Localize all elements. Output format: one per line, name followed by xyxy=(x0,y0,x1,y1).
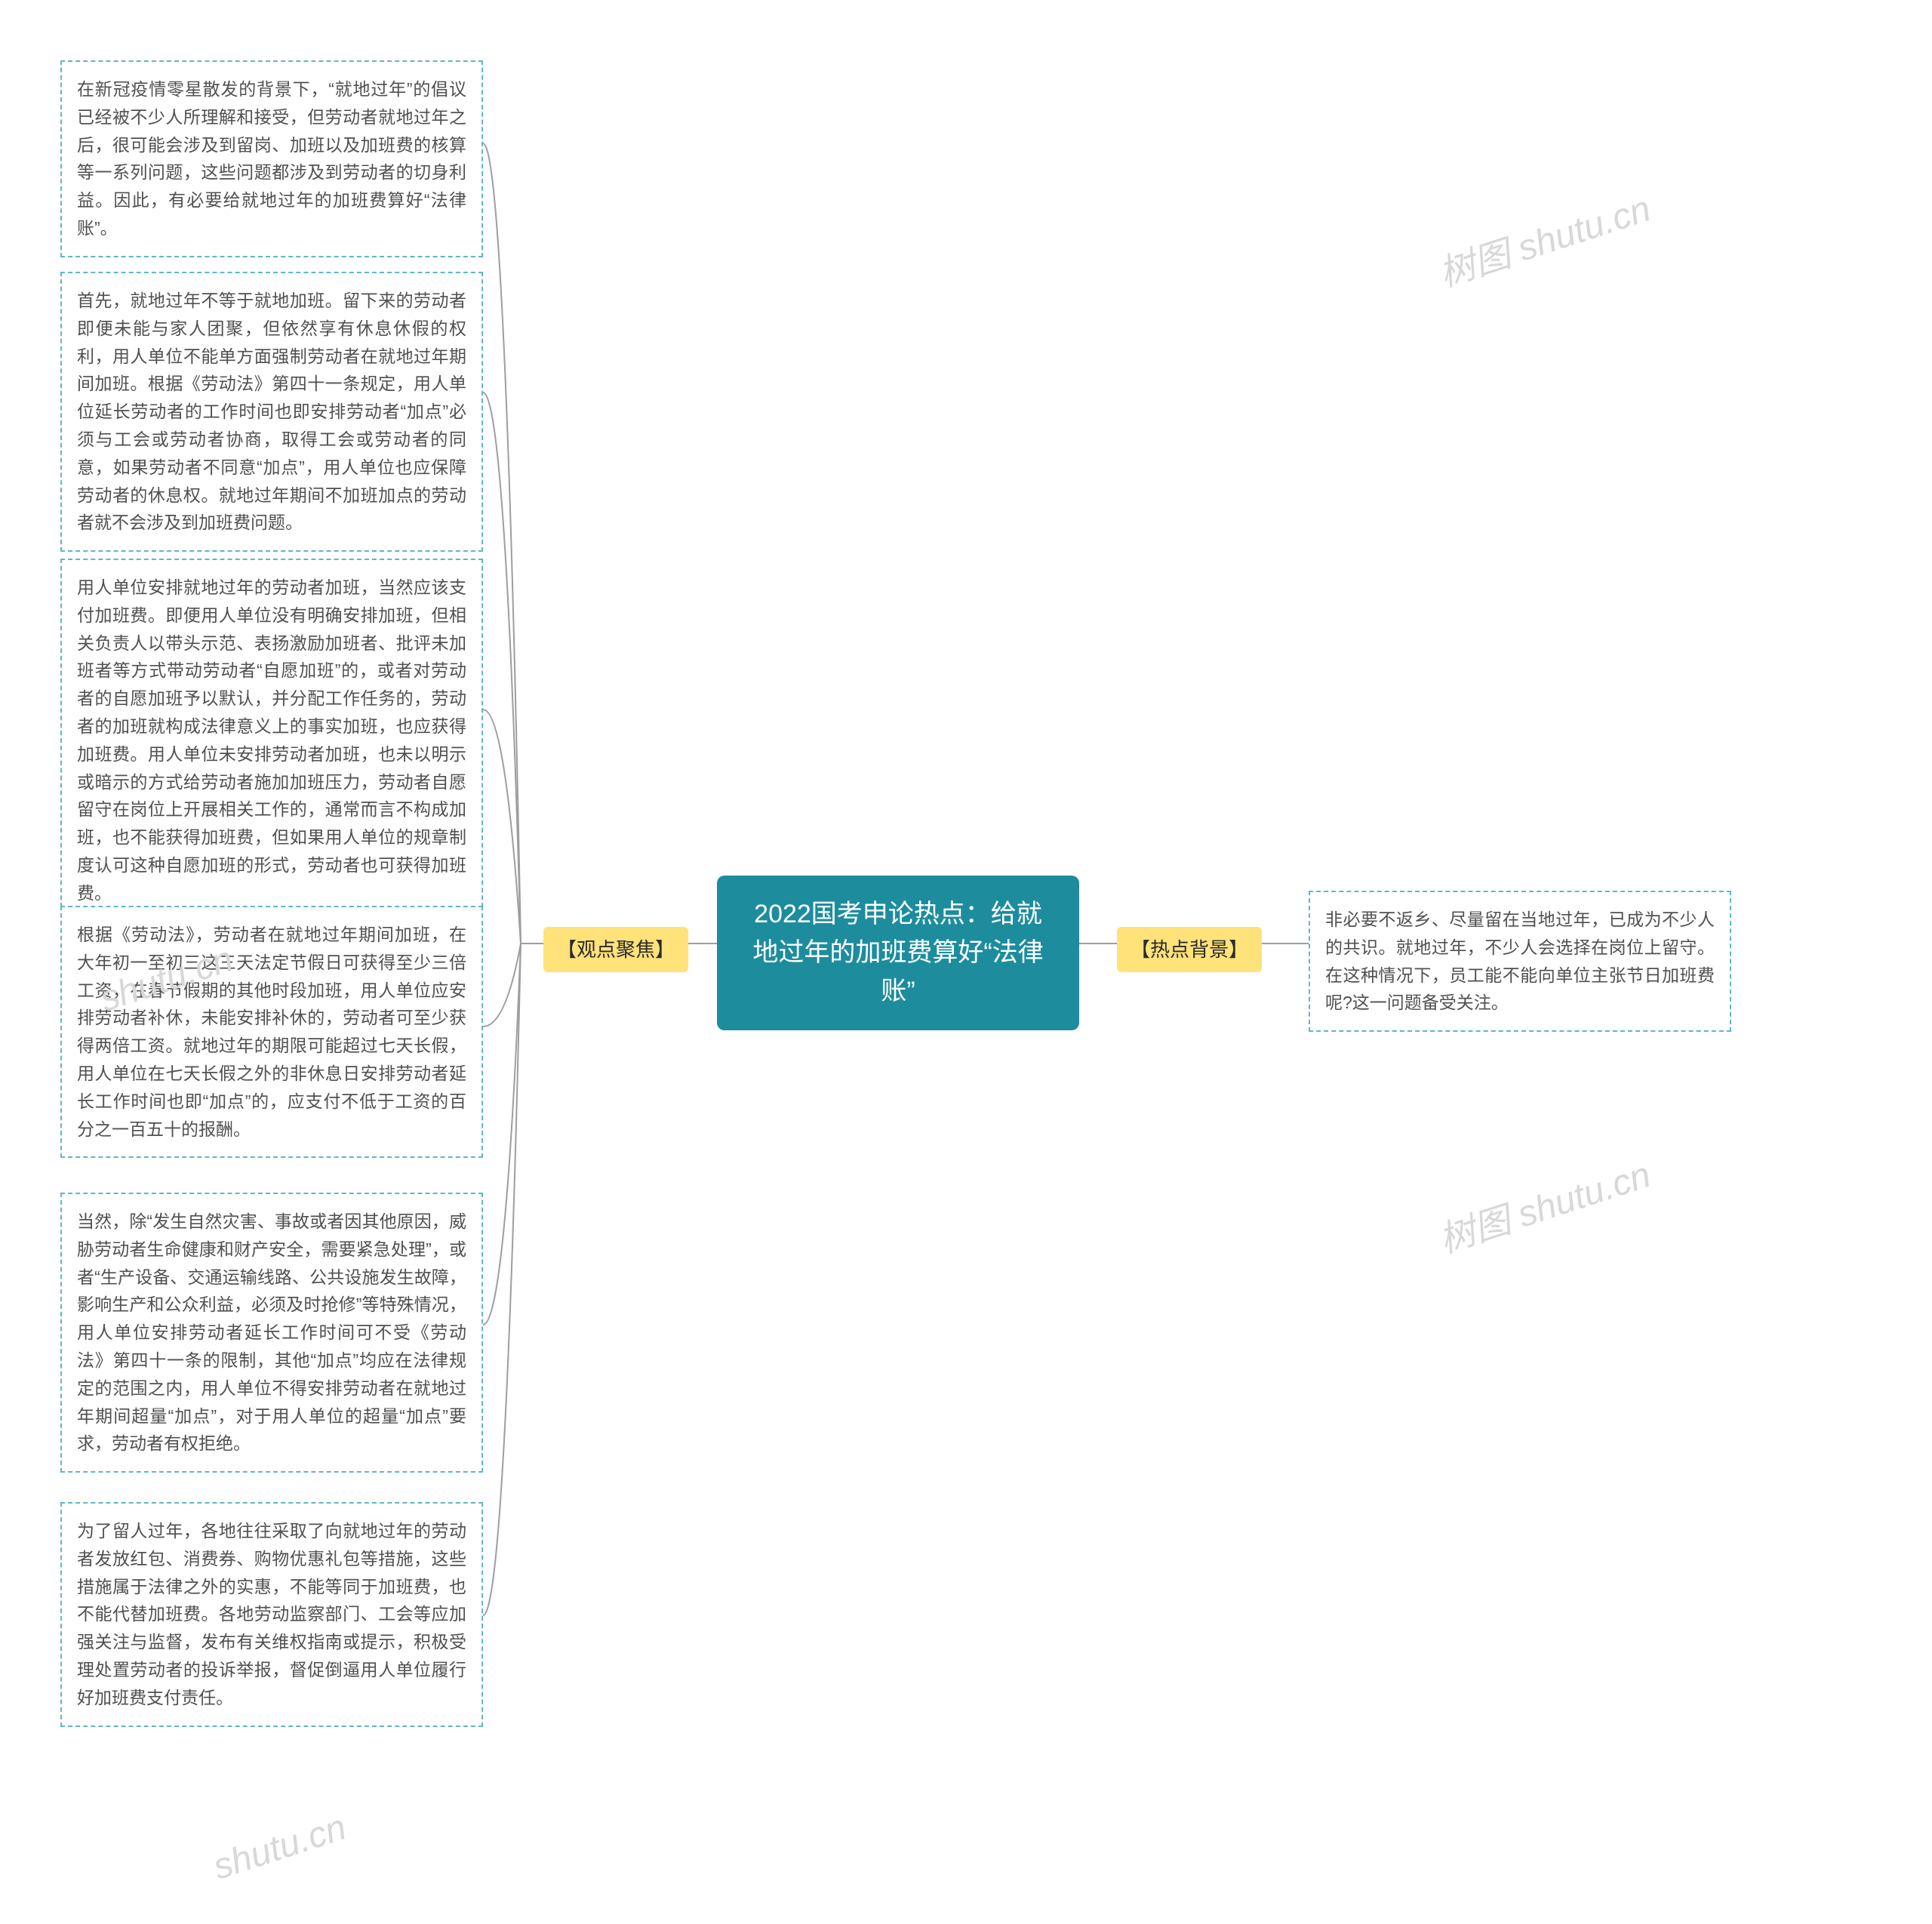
mindmap-canvas: 2022国考申论热点：给就地过年的加班费算好“法律账” 【观点聚焦】 【热点背景… xyxy=(0,0,1932,1924)
tag-right-label: 【热点背景】 xyxy=(1131,938,1248,961)
leaf-left-2-text: 用人单位安排就地过年的劳动者加班，当然应该支付加班费。即便用人单位没有明确安排加… xyxy=(77,577,466,903)
leaf-left-5: 为了留人过年，各地往往采取了向就地过年的劳动者发放红包、消费券、购物优惠礼包等措… xyxy=(60,1502,483,1727)
leaf-left-4-text: 当然，除“发生自然灾害、事故或者因其他原因，威胁劳动者生命健康和财产安全，需要紧… xyxy=(77,1211,466,1453)
leaf-left-3-text: 根据《劳动法》，劳动者在就地过年期间加班，在大年初一至初三这三天法定节假日可获得… xyxy=(77,925,466,1139)
leaf-right-text: 非必要不返乡、尽量留在当地过年，已成为不少人的共识。就地过年，不少人会选择在岗位… xyxy=(1325,910,1715,1012)
watermark: 树图 shutu.cn xyxy=(1431,1145,1656,1263)
watermark: 树图 shutu.cn xyxy=(1431,179,1656,297)
leaf-left-5-text: 为了留人过年，各地往往采取了向就地过年的劳动者发放红包、消费券、购物优惠礼包等措… xyxy=(77,1521,466,1707)
leaf-left-1-text: 首先，就地过年不等于就地加班。留下来的劳动者即便未能与家人团聚，但依然享有休息休… xyxy=(77,291,466,532)
watermark: shutu.cn xyxy=(208,1806,352,1888)
tag-left: 【观点聚焦】 xyxy=(543,927,688,972)
leaf-left-0-text: 在新冠疫情零星散发的背景下，“就地过年”的倡议已经被不少人所理解和接受，但劳动者… xyxy=(77,79,466,238)
leaf-right: 非必要不返乡、尽量留在当地过年，已成为不少人的共识。就地过年，不少人会选择在岗位… xyxy=(1309,891,1731,1032)
center-node: 2022国考申论热点：给就地过年的加班费算好“法律账” xyxy=(717,876,1079,1030)
tag-right: 【热点背景】 xyxy=(1117,927,1262,972)
leaf-left-2: 用人单位安排就地过年的劳动者加班，当然应该支付加班费。即便用人单位没有明确安排加… xyxy=(60,559,483,922)
leaf-left-3: 根据《劳动法》，劳动者在就地过年期间加班，在大年初一至初三这三天法定节假日可获得… xyxy=(60,906,483,1158)
leaf-left-1: 首先，就地过年不等于就地加班。留下来的劳动者即便未能与家人团聚，但依然享有休息休… xyxy=(60,272,483,552)
center-title: 2022国考申论热点：给就地过年的加班费算好“法律账” xyxy=(752,900,1043,1005)
tag-left-label: 【观点聚焦】 xyxy=(557,938,675,961)
leaf-left-0: 在新冠疫情零星散发的背景下，“就地过年”的倡议已经被不少人所理解和接受，但劳动者… xyxy=(60,60,483,257)
leaf-left-4: 当然，除“发生自然灾害、事故或者因其他原因，威胁劳动者生命健康和财产安全，需要紧… xyxy=(60,1193,483,1473)
